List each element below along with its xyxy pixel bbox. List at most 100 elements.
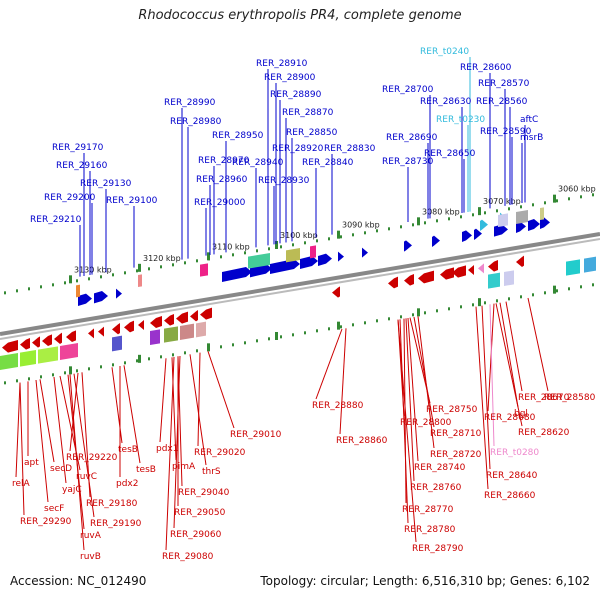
label-leaders (15, 57, 549, 551)
forward-gene-arrow (318, 253, 332, 266)
forward-gene-label: RER_28850 (286, 128, 338, 138)
major-tick (207, 252, 210, 261)
reverse-gene-label: RER_28800 (400, 418, 452, 428)
tick-dot-lower (16, 379, 18, 383)
genome-backbone (0, 232, 600, 340)
tick-dot-upper (496, 209, 498, 213)
tick-dot-lower (4, 381, 6, 385)
forward-gene-arrow (338, 251, 344, 263)
reverse-gene-label: RER_28620 (518, 428, 570, 438)
leader-line (53, 376, 67, 484)
tick-dot-upper (568, 197, 570, 201)
forward-gene-arrow (116, 288, 122, 300)
tick-dot-lower (220, 345, 222, 349)
tick-dot-lower (88, 367, 90, 371)
gene-tracks (0, 207, 596, 370)
tick-dot-lower (472, 303, 474, 307)
forward-gene-label: RER_28920 (272, 144, 324, 154)
feature-block (180, 323, 194, 340)
major-tick-lower (337, 321, 340, 330)
tick-dot-upper (124, 271, 126, 275)
leader-line (413, 316, 435, 428)
reverse-gene-arrow (200, 307, 212, 320)
feature-block (150, 329, 160, 345)
tick-dot-lower (376, 319, 378, 323)
reverse-gene-arrow (32, 336, 40, 348)
tick-dot-upper (16, 289, 18, 293)
reverse-gene-arrow (440, 267, 454, 280)
forward-gene-arrow (94, 290, 108, 304)
tick-dot-upper (292, 243, 294, 247)
forward-gene-label: RER_t0230 (436, 115, 485, 125)
reverse-gene-arrow (138, 318, 144, 330)
reverse-gene-arrow (150, 315, 162, 328)
tick-dot-upper (88, 277, 90, 281)
tick-dot-lower (448, 307, 450, 311)
reverse-gene-label: RER_29180 (86, 499, 138, 509)
forward-gene-label: RER_28870 (282, 108, 334, 118)
feature-block (60, 342, 78, 360)
tick-dot-lower (148, 357, 150, 361)
forward-gene-label: RER_28700 (382, 85, 434, 95)
reverse-gene-arrow (20, 337, 30, 350)
tick-dot-lower (364, 321, 366, 325)
reverse-gene-arrow (124, 320, 134, 333)
tick-dot-lower (328, 327, 330, 331)
tick-dot-lower (280, 335, 282, 339)
forward-gene-label: RER_29000 (194, 198, 246, 208)
major-tick (478, 207, 481, 216)
reverse-gene-label: RER_29080 (162, 552, 214, 562)
forward-gene-label: RER_28930 (258, 176, 310, 186)
reverse-gene-label: RER_28790 (412, 544, 464, 554)
forward-gene-arrow (362, 247, 368, 259)
tick-dot-upper (100, 275, 102, 279)
leader-line (35, 379, 49, 503)
feature-block (196, 321, 206, 338)
leader-line (315, 328, 343, 400)
forward-gene-label: RER_28830 (324, 144, 376, 154)
reverse-gene-label: RER_29010 (230, 430, 282, 440)
tick-dot-lower (160, 355, 162, 359)
tick-dot-upper (316, 239, 318, 243)
feature-block (200, 263, 208, 277)
tick-dot-upper (520, 205, 522, 209)
forward-gene-label: RER_28730 (382, 157, 434, 167)
leader-line (407, 317, 419, 462)
tick-dot-lower (520, 295, 522, 299)
forward-gene-label: RER_28690 (386, 133, 438, 143)
reverse-gene-label: RER_28750 (426, 405, 478, 415)
feature-block (516, 209, 528, 224)
leader-line (177, 356, 183, 487)
tick-dot-lower (256, 339, 258, 343)
tick-dot-upper (40, 285, 42, 289)
tick-dot-upper (436, 219, 438, 223)
reverse-gene-arrow (88, 327, 94, 339)
tick-dot-lower (136, 359, 138, 363)
forward-gene-label: RER_t0240 (420, 47, 469, 57)
forward-gene-label: RER_28890 (270, 90, 322, 100)
tick-dot-upper (220, 255, 222, 259)
reverse-gene-arrow (418, 270, 434, 284)
leader-line (489, 304, 495, 447)
backbone-band (0, 232, 600, 336)
major-tick-lower (138, 354, 141, 363)
reverse-gene-label: RER_28710 (430, 429, 482, 439)
tick-dot-upper (304, 241, 306, 245)
tick-dot-upper (412, 223, 414, 227)
reverse-gene-arrow (164, 313, 174, 326)
tick-label: 3070 kbp (483, 197, 521, 206)
major-tick-lower (553, 285, 556, 294)
feature-block (310, 245, 316, 259)
forward-gene-label: RER_28840 (302, 158, 354, 168)
reverse-gene-label: ruvA (80, 531, 102, 541)
reverse-gene-arrow (112, 322, 120, 335)
tick-dot-lower (496, 299, 498, 303)
reverse-gene-label: relA (12, 479, 31, 489)
leader-line (173, 355, 181, 529)
tick-dot-upper (472, 213, 474, 217)
forward-gene-arrow (494, 224, 508, 237)
forward-gene-arrow (432, 235, 440, 247)
reverse-gene-arrow (452, 265, 466, 278)
feature-block (0, 352, 18, 370)
